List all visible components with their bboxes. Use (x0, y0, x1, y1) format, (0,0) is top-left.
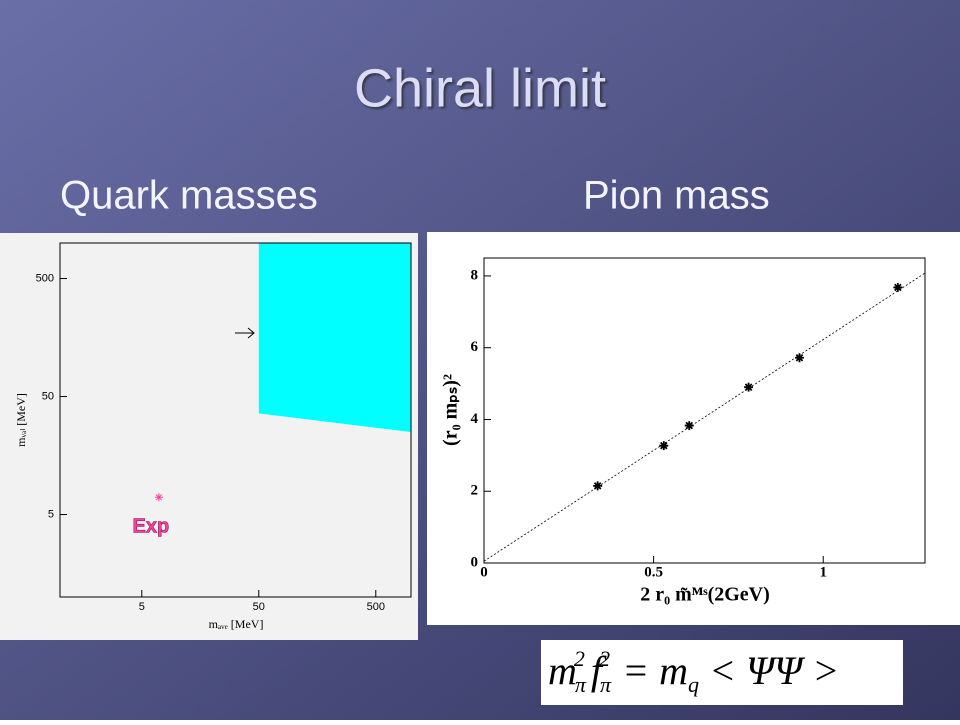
plot-frame (483, 257, 926, 564)
point (893, 282, 903, 292)
chart-panel (427, 232, 960, 625)
y-tick-label: 5 (48, 508, 54, 520)
y-axis-label: (r₀ mₚₛ)² (440, 374, 462, 446)
x-tick-label: 500 (367, 601, 385, 613)
y-tick-label: 2 (471, 483, 479, 499)
point-label: Exp (133, 516, 170, 538)
plot-frame (59, 242, 412, 598)
x-tick-label: 0 (480, 564, 488, 580)
formula-box (541, 640, 903, 705)
point (593, 481, 603, 491)
x-axis-label: 2 r₀ m̃ᴹˢ(2GeV) (640, 584, 770, 606)
region (258, 243, 411, 433)
point (684, 421, 694, 431)
point (659, 441, 669, 451)
y-axis-label: mᵥₐₗ [MeV] (14, 393, 28, 447)
arrow (235, 327, 255, 339)
x-tick-label: 50 (253, 601, 265, 613)
y-tick-label: 8 (471, 267, 479, 283)
y-tick-label: 6 (471, 339, 479, 355)
slide-title: Chiral limit (354, 58, 606, 118)
y-tick-label: 0 (471, 554, 479, 570)
y-tick-label: 50 (42, 390, 54, 402)
x-tick-label: 5 (139, 601, 145, 613)
x-tick-label: 0.5 (644, 564, 663, 580)
point (154, 493, 163, 502)
formula: mπ2 fπ2 = mq < ΨΨ > (548, 646, 839, 697)
point (744, 382, 754, 392)
y-tick-label: 500 (36, 272, 54, 284)
x-axis-label: mₐᵥₑ [MeV] (209, 617, 264, 631)
point (794, 353, 804, 363)
subtitle: Quark masses (60, 174, 318, 218)
x-tick-label: 1 (819, 564, 827, 580)
y-tick-label: 4 (471, 411, 479, 427)
subtitle: Pion mass (583, 174, 770, 218)
